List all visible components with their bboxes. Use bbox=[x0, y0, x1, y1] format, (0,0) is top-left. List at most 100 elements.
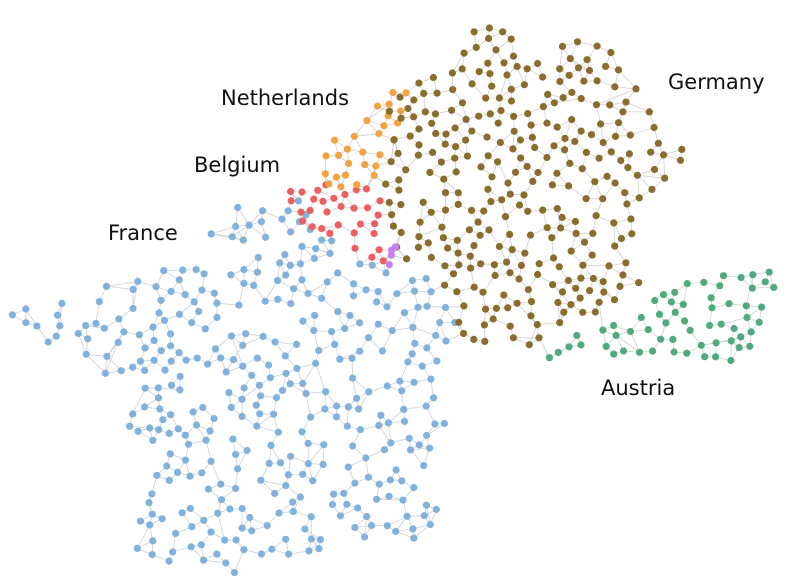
grid-node-germany bbox=[448, 69, 456, 77]
grid-node-france bbox=[426, 444, 434, 452]
grid-node-germany bbox=[498, 196, 506, 204]
grid-node-france bbox=[101, 369, 109, 377]
grid-node-france bbox=[166, 450, 174, 458]
grid-node-germany bbox=[415, 125, 423, 133]
grid-node-germany bbox=[385, 198, 393, 207]
grid-edge bbox=[554, 98, 582, 104]
grid-node-france bbox=[230, 569, 239, 577]
grid-node-germany bbox=[476, 231, 484, 239]
grid-node-france bbox=[411, 339, 419, 347]
grid-node-germany bbox=[420, 89, 428, 97]
grid-node-germany bbox=[477, 260, 485, 268]
grid-node-france bbox=[240, 384, 248, 392]
grid-node-france bbox=[270, 410, 278, 418]
grid-node-france bbox=[351, 479, 359, 487]
grid-node-germany bbox=[482, 94, 490, 102]
grid-node-netherlands bbox=[337, 183, 345, 191]
grid-edge bbox=[637, 175, 640, 198]
grid-node-france bbox=[374, 288, 382, 296]
grid-node-germany bbox=[500, 59, 508, 67]
grid-edge bbox=[205, 440, 212, 462]
grid-node-france bbox=[229, 435, 237, 443]
grid-node-france bbox=[100, 324, 108, 332]
grid-node-germany bbox=[565, 71, 573, 79]
grid-node-germany bbox=[543, 224, 551, 232]
grid-node-netherlands bbox=[373, 102, 382, 110]
grid-edge bbox=[256, 425, 279, 433]
grid-node-france bbox=[178, 509, 186, 517]
grid-node-germany bbox=[455, 318, 463, 326]
grid-edge bbox=[307, 281, 328, 294]
grid-node-france bbox=[281, 251, 289, 259]
grid-node-france bbox=[135, 331, 143, 339]
grid-node-germany bbox=[574, 64, 583, 72]
grid-node-france bbox=[363, 512, 371, 521]
grid-node-france bbox=[287, 452, 295, 460]
grid-node-france bbox=[328, 237, 336, 245]
grid-node-france bbox=[441, 303, 450, 312]
grid-node-germany bbox=[414, 151, 422, 159]
grid-node-germany bbox=[589, 274, 598, 283]
grid-node-austria bbox=[683, 280, 691, 288]
grid-node-germany bbox=[463, 152, 472, 160]
grid-edge bbox=[216, 302, 239, 306]
grid-edge bbox=[354, 133, 379, 137]
grid-node-germany bbox=[382, 180, 390, 188]
grid-node-france bbox=[134, 277, 142, 285]
grid-node-france bbox=[240, 266, 248, 274]
grid-node-germany bbox=[397, 201, 405, 209]
grid-node-france bbox=[343, 500, 351, 508]
grid-node-austria bbox=[651, 296, 659, 305]
grid-node-france bbox=[150, 356, 158, 364]
grid-node-france bbox=[299, 470, 307, 478]
grid-node-germany bbox=[525, 341, 533, 349]
grid-node-france bbox=[268, 545, 276, 553]
grid-node-germany bbox=[556, 77, 564, 86]
grid-node-france bbox=[221, 536, 229, 544]
grid-node-germany bbox=[492, 304, 500, 312]
grid-node-france bbox=[267, 441, 275, 449]
grid-node-germany bbox=[479, 288, 487, 296]
grid-node-belgium bbox=[368, 253, 376, 261]
grid-node-france bbox=[427, 288, 435, 296]
grid-node-germany bbox=[676, 156, 685, 164]
grid-node-austria bbox=[620, 347, 628, 355]
grid-node-france bbox=[176, 386, 184, 394]
grid-node-germany bbox=[619, 108, 627, 116]
grid-edge bbox=[663, 154, 666, 179]
grid-node-germany bbox=[454, 249, 462, 257]
grid-node-germany bbox=[591, 308, 600, 316]
grid-node-france bbox=[141, 344, 149, 352]
grid-node-france bbox=[340, 489, 348, 497]
grid-node-france bbox=[261, 297, 269, 305]
grid-node-belgium bbox=[319, 197, 327, 205]
grid-node-france bbox=[271, 338, 279, 346]
grid-edge bbox=[231, 335, 244, 367]
country-labels: Netherlands Belgium France Germany Austr… bbox=[108, 70, 765, 400]
grid-node-france bbox=[248, 371, 256, 379]
grid-node-germany bbox=[625, 150, 634, 158]
grid-node-germany bbox=[494, 158, 502, 166]
grid-node-germany bbox=[579, 261, 587, 269]
grid-node-france bbox=[312, 359, 320, 367]
grid-node-germany bbox=[558, 288, 567, 296]
grid-node-germany bbox=[632, 85, 640, 93]
grid-node-france bbox=[174, 425, 182, 433]
grid-node-france bbox=[217, 496, 226, 504]
grid-node-france bbox=[129, 304, 137, 313]
grid-node-luxembourg bbox=[391, 243, 399, 251]
grid-node-france bbox=[232, 450, 240, 458]
grid-node-germany bbox=[571, 217, 580, 226]
grid-node-germany bbox=[415, 233, 423, 241]
label-belgium: Belgium bbox=[194, 153, 280, 177]
grid-node-france bbox=[383, 522, 391, 530]
grid-node-germany bbox=[414, 243, 423, 251]
grid-node-france bbox=[373, 495, 381, 503]
grid-node-germany bbox=[503, 258, 511, 266]
grid-node-germany bbox=[557, 224, 565, 232]
grid-node-germany bbox=[480, 207, 488, 215]
grid-node-germany bbox=[553, 169, 561, 177]
grid-node-france bbox=[418, 362, 426, 370]
grid-node-austria bbox=[708, 304, 716, 312]
grid-node-germany bbox=[496, 138, 504, 147]
